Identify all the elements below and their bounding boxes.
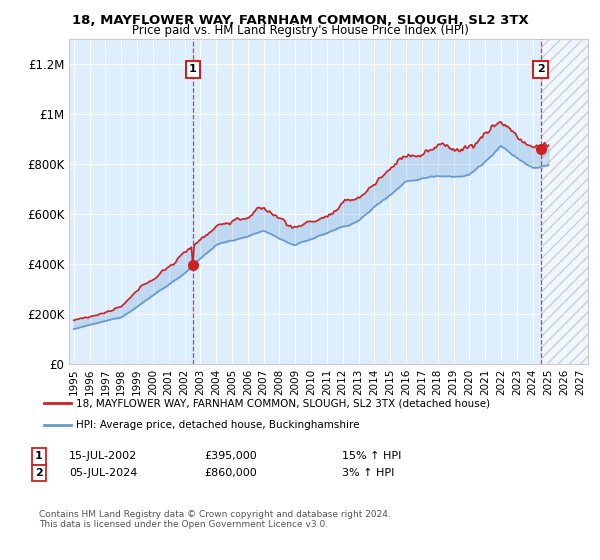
Bar — [541, 39, 596, 364]
Text: 1: 1 — [35, 451, 43, 461]
Text: 15-JUL-2002: 15-JUL-2002 — [69, 451, 137, 461]
Text: £860,000: £860,000 — [204, 468, 257, 478]
Text: 05-JUL-2024: 05-JUL-2024 — [69, 468, 137, 478]
Text: 3% ↑ HPI: 3% ↑ HPI — [342, 468, 394, 478]
Text: £395,000: £395,000 — [204, 451, 257, 461]
Text: HPI: Average price, detached house, Buckinghamshire: HPI: Average price, detached house, Buck… — [76, 421, 360, 431]
Text: 18, MAYFLOWER WAY, FARNHAM COMMON, SLOUGH, SL2 3TX (detached house): 18, MAYFLOWER WAY, FARNHAM COMMON, SLOUG… — [76, 398, 491, 408]
Text: Price paid vs. HM Land Registry's House Price Index (HPI): Price paid vs. HM Land Registry's House … — [131, 24, 469, 37]
Text: Contains HM Land Registry data © Crown copyright and database right 2024.
This d: Contains HM Land Registry data © Crown c… — [39, 510, 391, 529]
Text: 2: 2 — [537, 64, 545, 74]
Text: 2: 2 — [35, 468, 43, 478]
Text: 15% ↑ HPI: 15% ↑ HPI — [342, 451, 401, 461]
Text: 1: 1 — [189, 64, 197, 74]
Text: 18, MAYFLOWER WAY, FARNHAM COMMON, SLOUGH, SL2 3TX: 18, MAYFLOWER WAY, FARNHAM COMMON, SLOUG… — [71, 14, 529, 27]
